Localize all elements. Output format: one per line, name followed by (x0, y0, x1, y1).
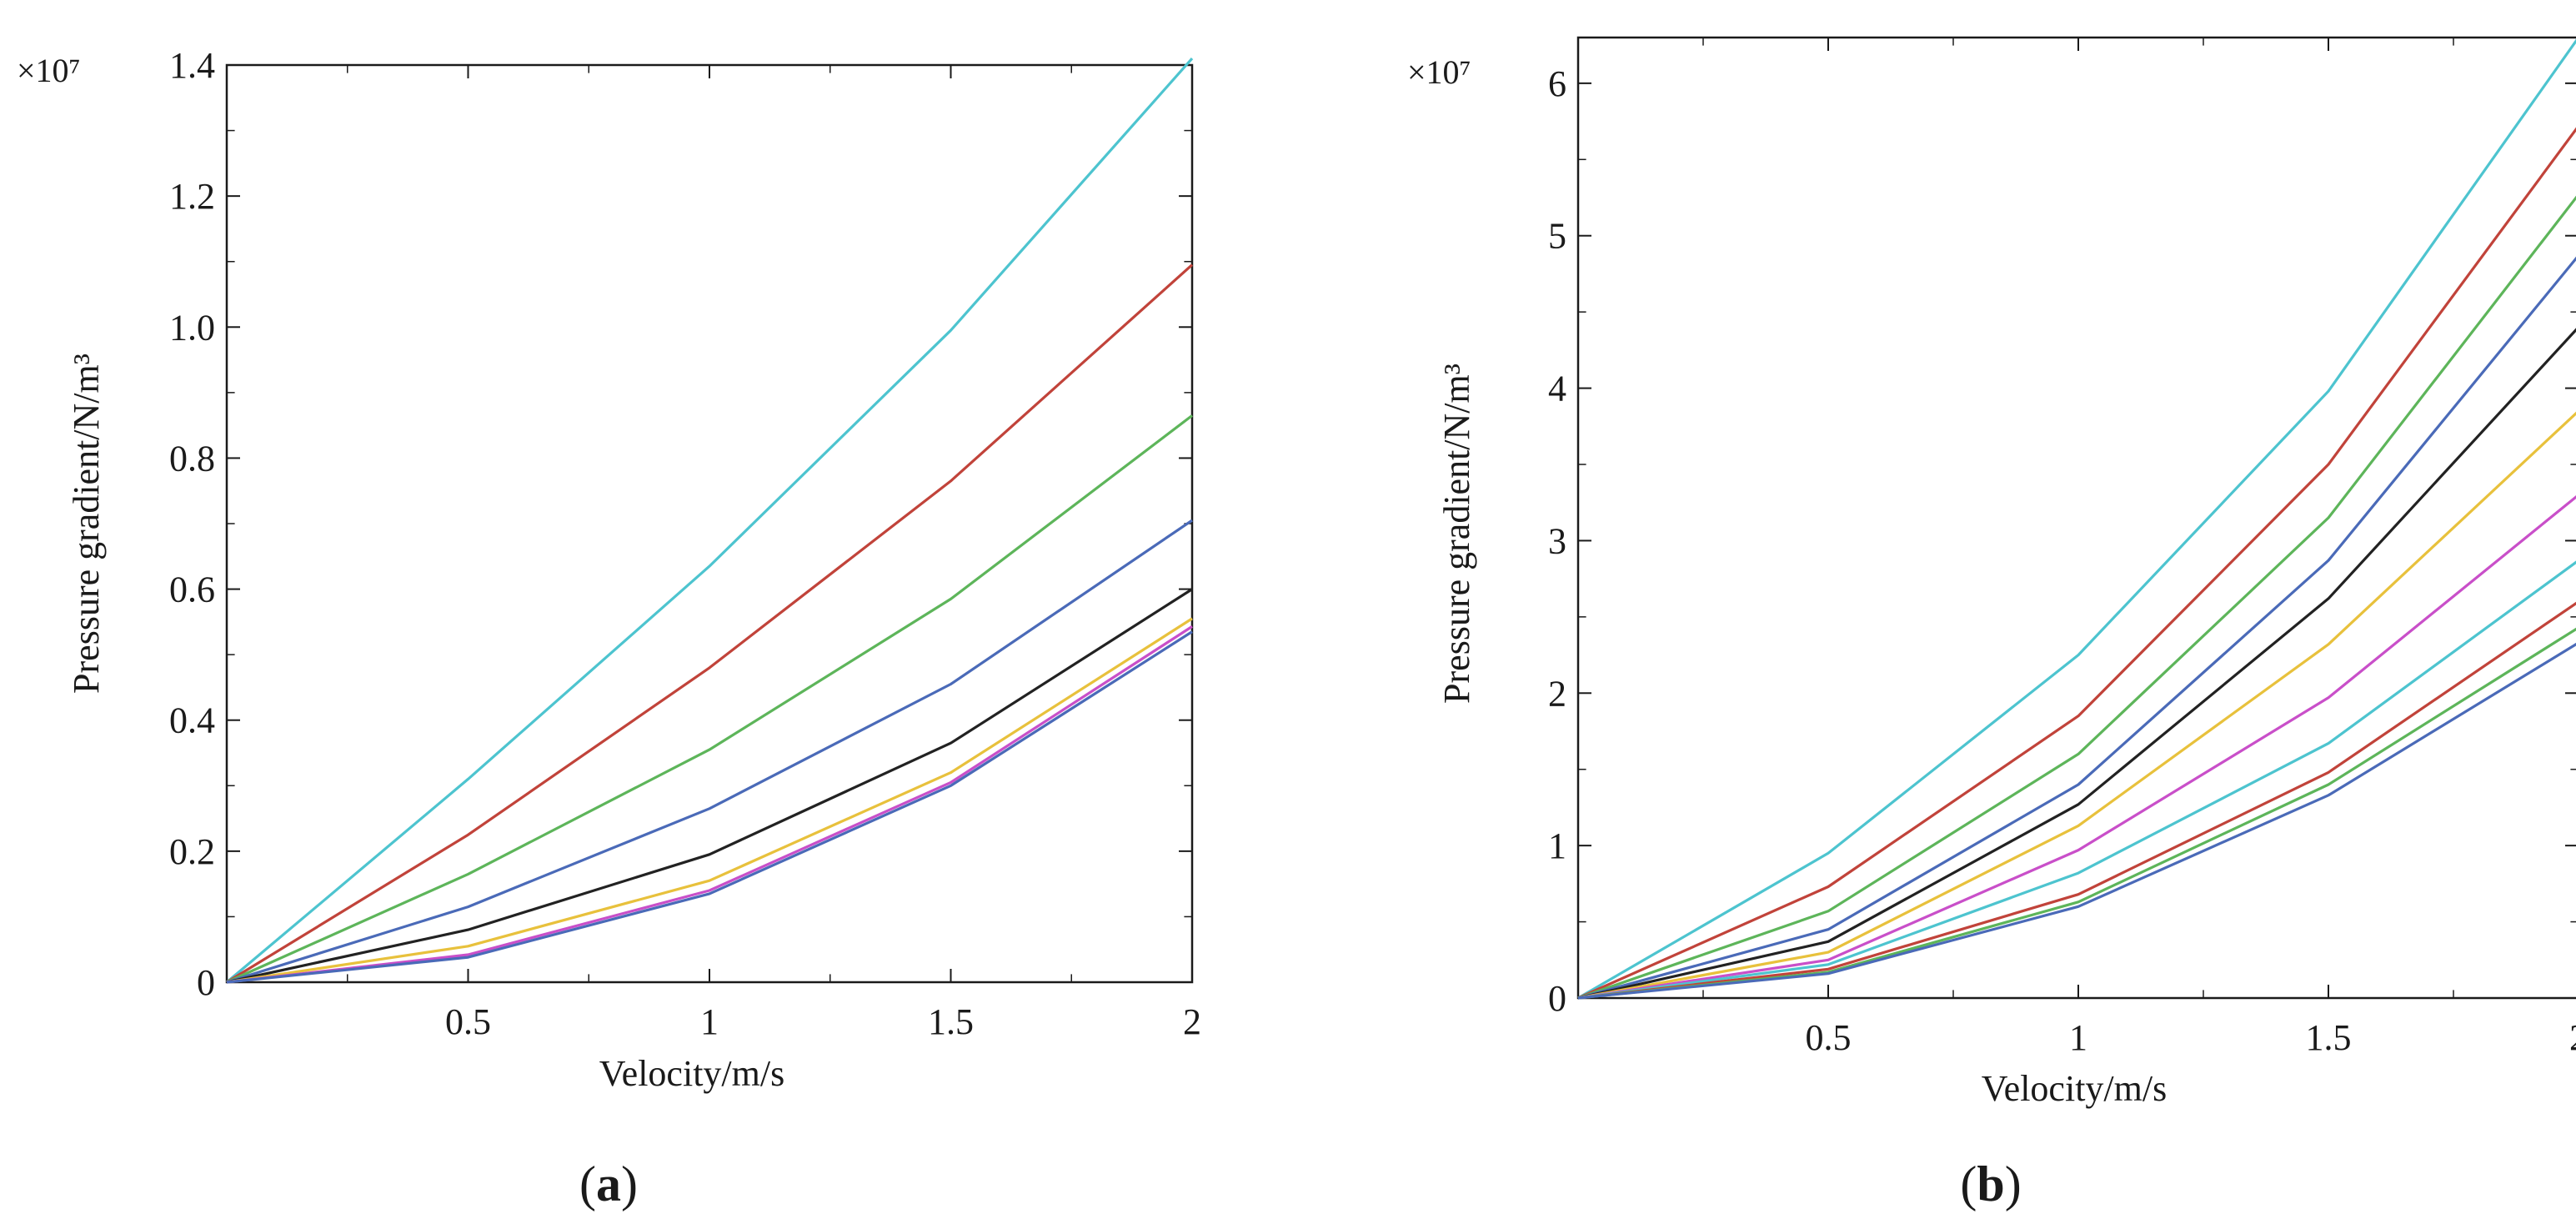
y-tick-label: 1 (1548, 825, 1566, 866)
x-tick-labels: 0.5 1 1.5 2 (445, 1001, 1201, 1042)
series-line-2 (227, 265, 1192, 982)
y-tick-label: 6 (1548, 63, 1566, 104)
panel-caption-b: (b) (1960, 1156, 2021, 1211)
series-line-5 (227, 589, 1192, 982)
x-tick-label: 2 (2569, 1017, 2576, 1058)
tick-marks (1578, 38, 2576, 998)
chart-panel-a: 0 0.2 0.4 0.6 0.8 1.0 1.2 1.4 0.5 1 1.5 2 ×10⁷ Pre… (17, 45, 1201, 1211)
y-tick-label: 3 (1548, 520, 1566, 561)
y-exponent-label: ×10⁷ (17, 52, 81, 89)
y-tick-labels: 0 1 2 3 4 5 6 (1548, 63, 1566, 1019)
series-line-7 (1578, 495, 2576, 998)
series-lines (227, 58, 1192, 982)
plot-area-frame (1578, 38, 2576, 998)
y-tick-label: 4 (1548, 369, 1566, 409)
series-line-7 (227, 626, 1192, 982)
y-tick-label: 0 (1548, 978, 1566, 1019)
x-axis-title: Velocity/m/s (1982, 1068, 2167, 1109)
y-tick-label: 5 (1548, 216, 1566, 257)
y-tick-label: 0.8 (169, 438, 215, 479)
y-tick-label: 1.4 (169, 45, 215, 86)
y-tick-label: 0.2 (169, 831, 215, 872)
plot-area-frame (227, 65, 1192, 982)
y-tick-label: 0.6 (169, 569, 215, 610)
series-line-2 (1578, 126, 2576, 998)
x-tick-label: 1.5 (928, 1001, 974, 1042)
series-lines (1578, 38, 2576, 998)
x-tick-label: 1 (700, 1001, 719, 1042)
y-axis-title: Pressure gradient/N/m³ (66, 354, 107, 694)
series-line-3 (1578, 194, 2576, 998)
series-line-10 (1578, 628, 2576, 998)
y-tick-label: 2 (1548, 673, 1566, 714)
x-tick-label: 1 (2069, 1017, 2087, 1058)
x-tick-label: 0.5 (445, 1001, 491, 1042)
tick-marks (227, 65, 1192, 982)
series-line-5 (1578, 327, 2576, 998)
x-tick-label: 0.5 (1806, 1017, 1852, 1058)
y-tick-label: 0 (197, 962, 215, 1003)
y-axis-title: Pressure gradient/N/m³ (1436, 364, 1477, 704)
x-tick-label: 2 (1183, 1001, 1201, 1042)
series-line-1 (1578, 38, 2576, 998)
y-tick-label: 1.2 (169, 176, 215, 217)
series-line-8 (227, 632, 1192, 982)
y-tick-label: 1.0 (169, 307, 215, 348)
series-line-6 (227, 619, 1192, 982)
series-line-4 (227, 520, 1192, 982)
series-line-4 (1578, 256, 2576, 999)
panel-caption-a: (a) (579, 1156, 638, 1211)
y-tick-label: 0.4 (169, 700, 215, 741)
y-exponent-label: ×10⁷ (1407, 53, 1471, 91)
series-line-3 (227, 415, 1192, 982)
x-tick-labels: 0.5 1 1.5 2 (1806, 1017, 2576, 1058)
x-axis-title: Velocity/m/s (599, 1053, 784, 1094)
y-tick-labels: 0 0.2 0.4 0.6 0.8 1.0 1.2 1.4 (169, 45, 215, 1003)
x-tick-label: 1.5 (2306, 1017, 2352, 1058)
series-line-9 (1578, 602, 2576, 998)
series-line-1 (227, 58, 1192, 982)
chart-panel-b: 0 1 2 3 4 5 6 0.5 1 1.5 2 ×10⁷ Pressure gradient/… (1407, 38, 2576, 1211)
